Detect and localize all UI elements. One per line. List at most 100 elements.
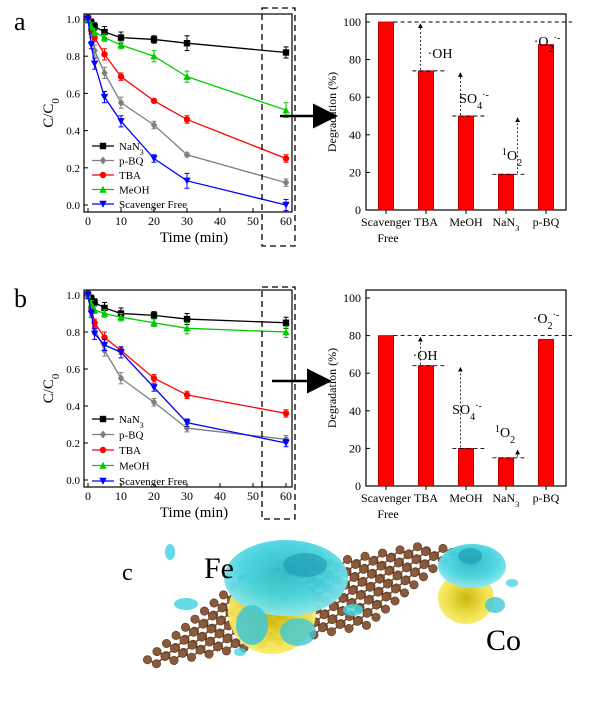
data-point bbox=[282, 49, 290, 56]
x-tick-label: p-BQ bbox=[533, 215, 560, 229]
chart-a-bar: 0 20 40 60 80 100 Degradation (%) Scavenger Free… bbox=[325, 13, 572, 245]
data-point bbox=[183, 324, 191, 332]
data-point bbox=[282, 178, 290, 187]
carbon-atom bbox=[352, 616, 362, 626]
data-point bbox=[101, 51, 108, 58]
carbon-atom bbox=[319, 610, 329, 620]
carbon-atom bbox=[189, 627, 199, 637]
bar-meoh bbox=[457, 115, 474, 211]
carbon-atom bbox=[409, 568, 419, 578]
bar-p-bq bbox=[538, 44, 555, 211]
annotation-label: 1O2 bbox=[495, 424, 515, 446]
data-point bbox=[100, 93, 109, 101]
carbon-atom bbox=[377, 548, 387, 558]
legend-marker bbox=[99, 430, 107, 439]
carbon-atom bbox=[420, 547, 430, 557]
carbon-atom bbox=[403, 550, 413, 560]
legend-marker bbox=[99, 156, 107, 165]
annotation-label: ·OH bbox=[428, 47, 453, 62]
annotation-label: SO4·- bbox=[459, 90, 489, 112]
x-tick-label: 60 bbox=[280, 489, 292, 503]
carbon-atom bbox=[213, 642, 223, 652]
y-axis-label: Degradation (%) bbox=[325, 348, 339, 428]
y-tick-label: 0.4 bbox=[66, 126, 80, 138]
carbon-atom bbox=[380, 604, 390, 614]
data-point bbox=[282, 155, 290, 162]
data-point bbox=[91, 299, 98, 306]
carbon-atom bbox=[187, 652, 197, 662]
data-point bbox=[150, 319, 158, 326]
x-tick-label: 20 bbox=[148, 214, 160, 228]
legend-marker bbox=[99, 142, 107, 150]
x-tick-label: MeOH bbox=[449, 491, 483, 505]
legend-label: p-BQ bbox=[119, 156, 144, 168]
y-tick-label: 20 bbox=[349, 165, 361, 179]
x-axis-label: Time (min) bbox=[160, 230, 228, 246]
panel-a-label: a bbox=[14, 7, 26, 36]
data-point bbox=[183, 177, 191, 185]
y-tick-label: 20 bbox=[349, 441, 361, 455]
carbon-atom bbox=[217, 603, 227, 613]
chart-b-bar: 0 20 40 60 80 100 Degradation (%) Scavenger Free… bbox=[325, 289, 572, 521]
carbon-atom bbox=[409, 580, 419, 590]
y-tick-label: 1.0 bbox=[66, 14, 80, 26]
data-point bbox=[100, 33, 109, 41]
carbon-atom bbox=[344, 623, 354, 633]
carbon-atom bbox=[428, 551, 438, 561]
carbon-atom bbox=[376, 561, 386, 571]
carbon-atom bbox=[205, 637, 215, 647]
x-tick-label: 30 bbox=[181, 214, 193, 228]
data-point bbox=[150, 384, 158, 392]
bar-nan3 bbox=[497, 457, 514, 487]
legend-marker bbox=[99, 415, 107, 423]
bar-scavenger-free bbox=[377, 335, 394, 487]
x-tick-label: 10 bbox=[115, 214, 127, 228]
x-tick-label: 40 bbox=[214, 214, 226, 228]
x-tick-label: NaN3 bbox=[493, 491, 520, 509]
x-tick-label: 10 bbox=[115, 489, 127, 503]
charge-density-fe bbox=[165, 540, 363, 656]
bar-tba bbox=[417, 365, 434, 487]
carbon-atom bbox=[382, 579, 392, 589]
carbon-atom bbox=[371, 600, 381, 610]
legend-marker bbox=[99, 477, 107, 485]
carbon-atom bbox=[206, 624, 216, 634]
carbon-atom bbox=[209, 598, 219, 608]
x-tick-label: 50 bbox=[247, 489, 259, 503]
annotation-label: ·O2·- bbox=[533, 310, 560, 332]
carbon-atom bbox=[190, 614, 200, 624]
carbon-atom bbox=[399, 588, 409, 598]
data-point bbox=[117, 98, 125, 107]
data-point bbox=[282, 328, 290, 336]
x-tick-label: 20 bbox=[148, 489, 160, 503]
data-point bbox=[282, 201, 290, 209]
carbon-atom bbox=[204, 649, 214, 659]
legend-marker bbox=[99, 446, 107, 454]
selection-box-a bbox=[261, 7, 296, 247]
data-point bbox=[101, 304, 108, 312]
data-point bbox=[183, 72, 191, 80]
data-point bbox=[101, 28, 108, 36]
carbon-atom bbox=[208, 611, 218, 621]
data-point bbox=[183, 150, 191, 159]
bar-meoh bbox=[457, 447, 474, 487]
y-tick-label: 40 bbox=[349, 404, 361, 418]
data-point bbox=[117, 349, 125, 357]
data-point bbox=[150, 155, 158, 163]
fe-label: Fe bbox=[204, 552, 234, 585]
y-tick-label: 0 bbox=[355, 479, 361, 493]
carbon-atom bbox=[152, 659, 162, 669]
carbon-atom bbox=[365, 582, 375, 592]
x-tick-label: TBA bbox=[414, 491, 438, 505]
y-tick-label: 0.6 bbox=[66, 88, 80, 100]
carbon-atom bbox=[335, 619, 345, 629]
legend-label: MeOH bbox=[119, 461, 150, 473]
carbon-atom bbox=[143, 655, 153, 665]
x-tick-label: Scavenger bbox=[361, 491, 411, 505]
carbon-atom bbox=[200, 606, 210, 616]
y-tick-label: 1.0 bbox=[66, 290, 80, 302]
y-axis-label: Degradation (%) bbox=[325, 72, 339, 152]
carbon-atom bbox=[390, 596, 400, 606]
charge-density-co bbox=[438, 544, 518, 624]
carbon-atom bbox=[347, 585, 357, 595]
